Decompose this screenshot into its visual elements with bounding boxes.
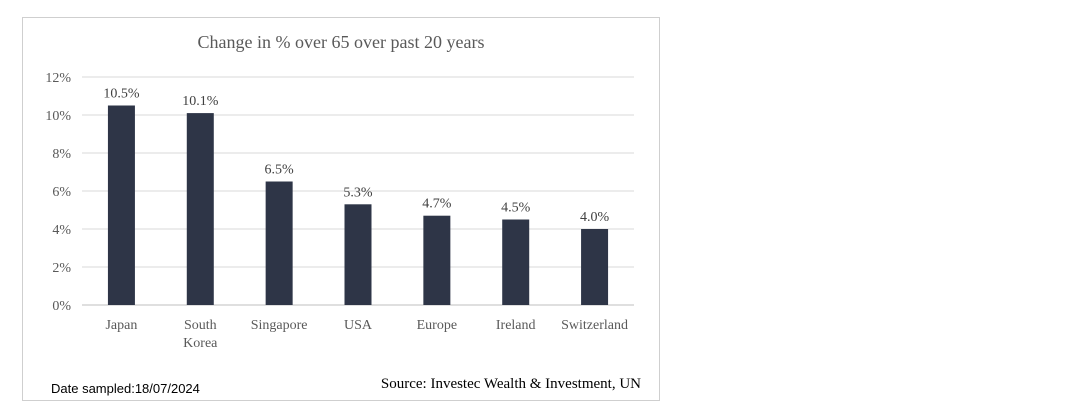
x-tick-label: South (184, 318, 217, 333)
data-label: 5.3% (343, 185, 373, 200)
data-label: 4.5% (501, 201, 531, 216)
bar (423, 215, 451, 305)
y-tick-label: 10% (45, 109, 71, 124)
x-tick-label: Europe (417, 318, 457, 333)
bar (265, 181, 293, 305)
bar (107, 105, 135, 305)
y-tick-label: 6% (52, 185, 71, 200)
x-tick-label: Korea (183, 336, 218, 351)
x-tick-label: Switzerland (561, 318, 628, 333)
y-tick-label: 4% (52, 223, 71, 238)
date-sampled: Date sampled:18/07/2024 (51, 381, 200, 396)
source-note: Source: Investec Wealth & Investment, UN (380, 376, 641, 392)
data-label: 4.0% (580, 210, 610, 225)
y-tick-label: 8% (52, 147, 71, 162)
y-tick-label: 2% (52, 261, 71, 276)
y-tick-label: 12% (45, 71, 71, 86)
data-label: 10.1% (182, 94, 219, 109)
x-tick-label: Japan (105, 318, 137, 333)
x-tick-label: Singapore (251, 318, 308, 333)
data-label: 10.5% (103, 87, 140, 102)
data-label: 6.5% (265, 163, 295, 178)
x-tick-label: USA (344, 318, 373, 333)
bar (344, 204, 372, 305)
bar (186, 113, 214, 305)
chart-title: Change in % over 65 over past 20 years (197, 32, 485, 52)
data-label: 4.7% (422, 197, 452, 212)
bar (502, 219, 530, 305)
bar-chart: 0% 2% 4% 6% 8% 10% 12% 10.5% Japan 10.1% South Kore… (45, 71, 634, 351)
bar (581, 229, 609, 305)
chart-frame: Change in % over 65 over past 20 years 0… (22, 17, 660, 401)
y-tick-label: 0% (52, 299, 71, 314)
x-tick-label: Ireland (496, 318, 536, 333)
